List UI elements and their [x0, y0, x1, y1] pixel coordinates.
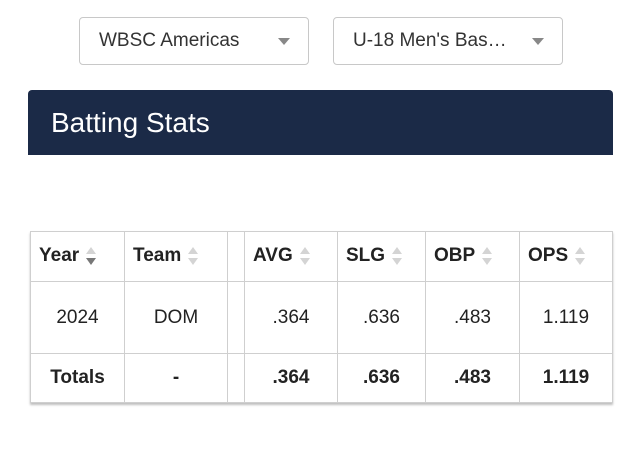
filter-label: WBSC Americas [99, 30, 240, 51]
column-header[interactable]: SLG [337, 231, 426, 282]
column-label: AVG [253, 245, 293, 267]
table-cell: .636 [337, 281, 426, 354]
table-cell: .364 [244, 281, 338, 354]
column-label: OBP [434, 245, 476, 267]
stats-table: Year Team AVG SLG OBP OPS 2024 DOM .364.636.483… [30, 231, 613, 403]
sort-icon [86, 247, 97, 266]
column-header[interactable]: AVG [244, 231, 338, 282]
section-header: Batting Stats [28, 90, 613, 155]
sort-icon [299, 247, 310, 266]
spacer-cell [227, 353, 245, 403]
column-header[interactable]: Year [30, 231, 125, 282]
table-body: 2024 DOM .364.636.483 1.119 Totals - .364.636.… [30, 281, 613, 403]
table-cell: 2024 [30, 281, 125, 354]
column-label: Year [39, 245, 80, 267]
data-row: 2024 DOM .364.636.483 1.119 [30, 281, 613, 354]
column-label: SLG [346, 245, 386, 267]
table-cell: .483 [425, 353, 520, 403]
column-header[interactable]: OPS [519, 231, 613, 282]
spacer-cell [227, 231, 245, 282]
sort-icon [575, 247, 586, 266]
table-cell: DOM [124, 281, 228, 354]
dropdown-caret [532, 38, 544, 45]
table-cell: - [124, 353, 228, 403]
table-cell: Totals [30, 353, 125, 403]
sort-icon [392, 247, 403, 266]
filter-dropdown[interactable]: WBSC Americas [79, 17, 309, 65]
header-row: Year Team AVG SLG OBP OPS [30, 231, 613, 282]
table-cell: .636 [337, 353, 426, 403]
table-cell: .364 [244, 353, 338, 403]
column-label: Team [133, 245, 182, 267]
column-header[interactable]: OBP [425, 231, 520, 282]
sort-icon [482, 247, 493, 266]
sort-icon [188, 247, 199, 266]
table-cell: .483 [425, 281, 520, 354]
filter-label: U-18 Men's Bas… [353, 30, 507, 51]
column-label: OPS [528, 245, 569, 267]
column-header[interactable]: Team [124, 231, 228, 282]
dropdown-caret [278, 38, 290, 45]
section-title: Batting Stats [51, 106, 210, 138]
table-cell: 1.119 [519, 353, 613, 403]
totals-row: Totals - .364.636.483 1.119 [30, 353, 613, 403]
filter-dropdown[interactable]: U-18 Men's Bas… [333, 17, 563, 65]
table-cell: 1.119 [519, 281, 613, 354]
spacer-cell [227, 281, 245, 354]
